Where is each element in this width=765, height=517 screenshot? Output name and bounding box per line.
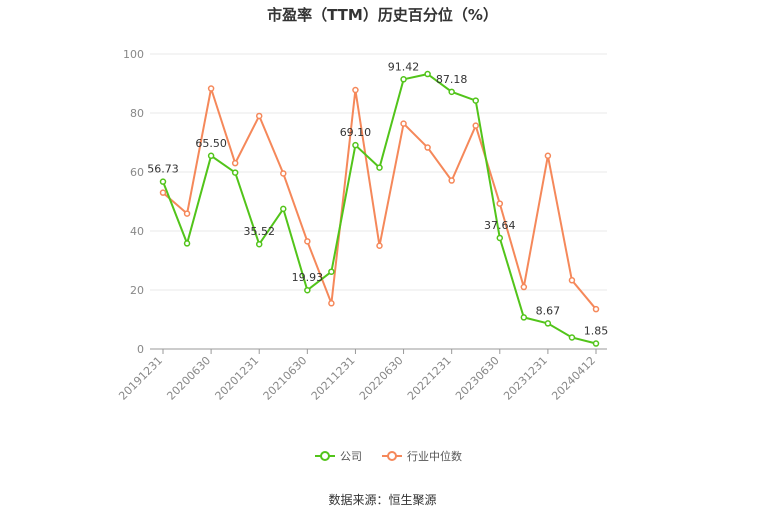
x-axis: 20191231 20200630 20201231 20210630 20211231… [116,348,607,403]
y-axis-ticks: 0 20 40 60 80 100 [123,48,144,356]
data-point [207,152,215,160]
x-tick-label: 20240412 [549,354,598,403]
data-labels: 56.73 65.50 35.52 19.93 69.10 91.42 87.18 37.64… [147,60,608,337]
data-point [400,76,407,83]
data-label: 87.18 [436,73,468,86]
legend-marker-1 [387,451,397,461]
data-point [424,144,431,151]
legend-entry-0: 公司 [340,450,362,463]
data-point [376,164,383,171]
data-point [255,112,263,120]
data-point [496,234,504,242]
x-tick-label: 20200630 [164,354,213,403]
data-point [448,88,455,96]
data-point [424,70,431,78]
series-points [159,70,600,347]
data-point [448,177,455,184]
y-tick-label: 20 [130,284,144,297]
data-point [183,210,191,217]
series-line-1 [162,88,597,310]
grid-lines [150,53,607,291]
data-point [544,152,552,160]
x-tick-label: 20231231 [501,354,550,403]
legend-entry-1: 行业中位数 [407,449,462,463]
data-point [352,86,359,94]
data-point [304,238,311,245]
x-tick-label: 20210630 [261,354,310,403]
x-tick-label: 20201231 [213,354,262,403]
data-point [400,120,407,127]
data-point [328,268,335,275]
data-point [159,189,167,196]
chart-title: 市盈率（TTM）历史百分位（%） [267,6,498,24]
data-point [352,141,359,149]
data-point [520,283,528,291]
series-line-0 [162,73,597,345]
legend: 公司 行业中位数 [315,449,462,463]
data-label: 69.10 [340,126,372,139]
x-tick-label: 20230630 [453,354,502,403]
x-tick-label: 20191231 [116,354,165,403]
data-point [183,240,191,247]
x-tick-label: 20221231 [405,354,454,403]
data-point [280,170,287,177]
data-label: 37.64 [484,219,516,232]
data-point [568,334,576,341]
data-point [592,305,600,313]
data-point [376,242,383,249]
data-label: 91.42 [388,60,420,73]
legend-marker-0 [320,451,330,461]
y-tick-label: 0 [137,343,144,356]
data-label: 35.52 [243,225,275,238]
y-tick-label: 100 [123,48,144,61]
data-point [328,300,335,307]
x-tick-label: 20211231 [309,354,358,403]
y-tick-label: 60 [130,166,144,179]
y-tick-label: 40 [130,225,144,238]
y-tick-label: 80 [130,107,144,120]
data-point [280,205,287,213]
data-point [544,320,552,327]
data-point [472,97,479,104]
data-label: 19.93 [292,271,324,284]
series-lines [162,73,597,345]
data-label: 56.73 [147,163,179,176]
data-point [231,169,239,176]
data-point [568,277,576,284]
data-label: 65.50 [195,137,227,150]
x-tick-label: 20220630 [357,354,406,403]
data-point [304,286,311,294]
data-source: 数据来源：恒生聚源 [328,493,437,507]
data-point [231,159,239,167]
data-point [496,200,504,207]
data-label: 1.85 [584,325,609,338]
data-point [472,122,479,129]
data-point [207,85,215,92]
data-point [520,314,528,321]
data-label: 8.67 [536,304,561,317]
data-point [592,340,600,347]
data-point [159,178,167,185]
data-point [255,240,263,248]
